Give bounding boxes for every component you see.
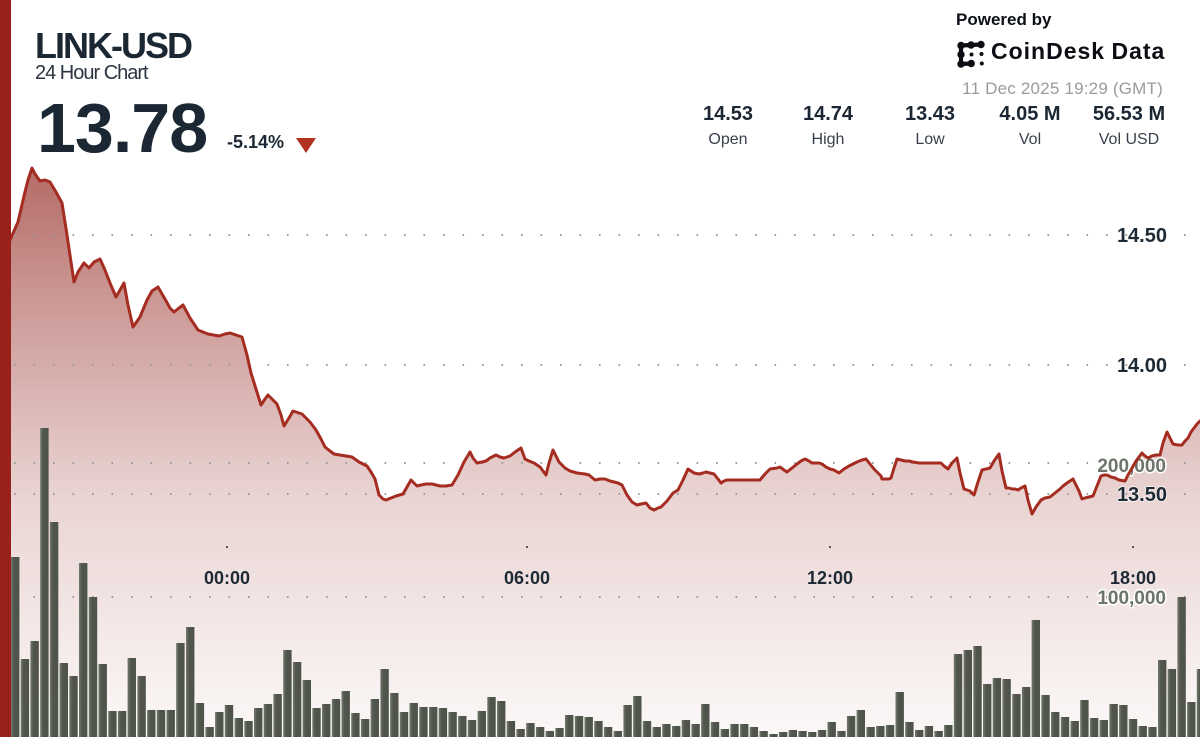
svg-text:100,000: 100,000: [1097, 588, 1166, 609]
svg-text:14.50: 14.50: [1117, 225, 1167, 247]
svg-text:06:00: 06:00: [504, 568, 550, 588]
svg-text:12:00: 12:00: [807, 568, 853, 588]
svg-text:14.00: 14.00: [1117, 355, 1167, 377]
svg-text:00:00: 00:00: [204, 568, 250, 588]
svg-text:18:00: 18:00: [1110, 568, 1156, 588]
svg-text:13.50: 13.50: [1117, 484, 1167, 506]
